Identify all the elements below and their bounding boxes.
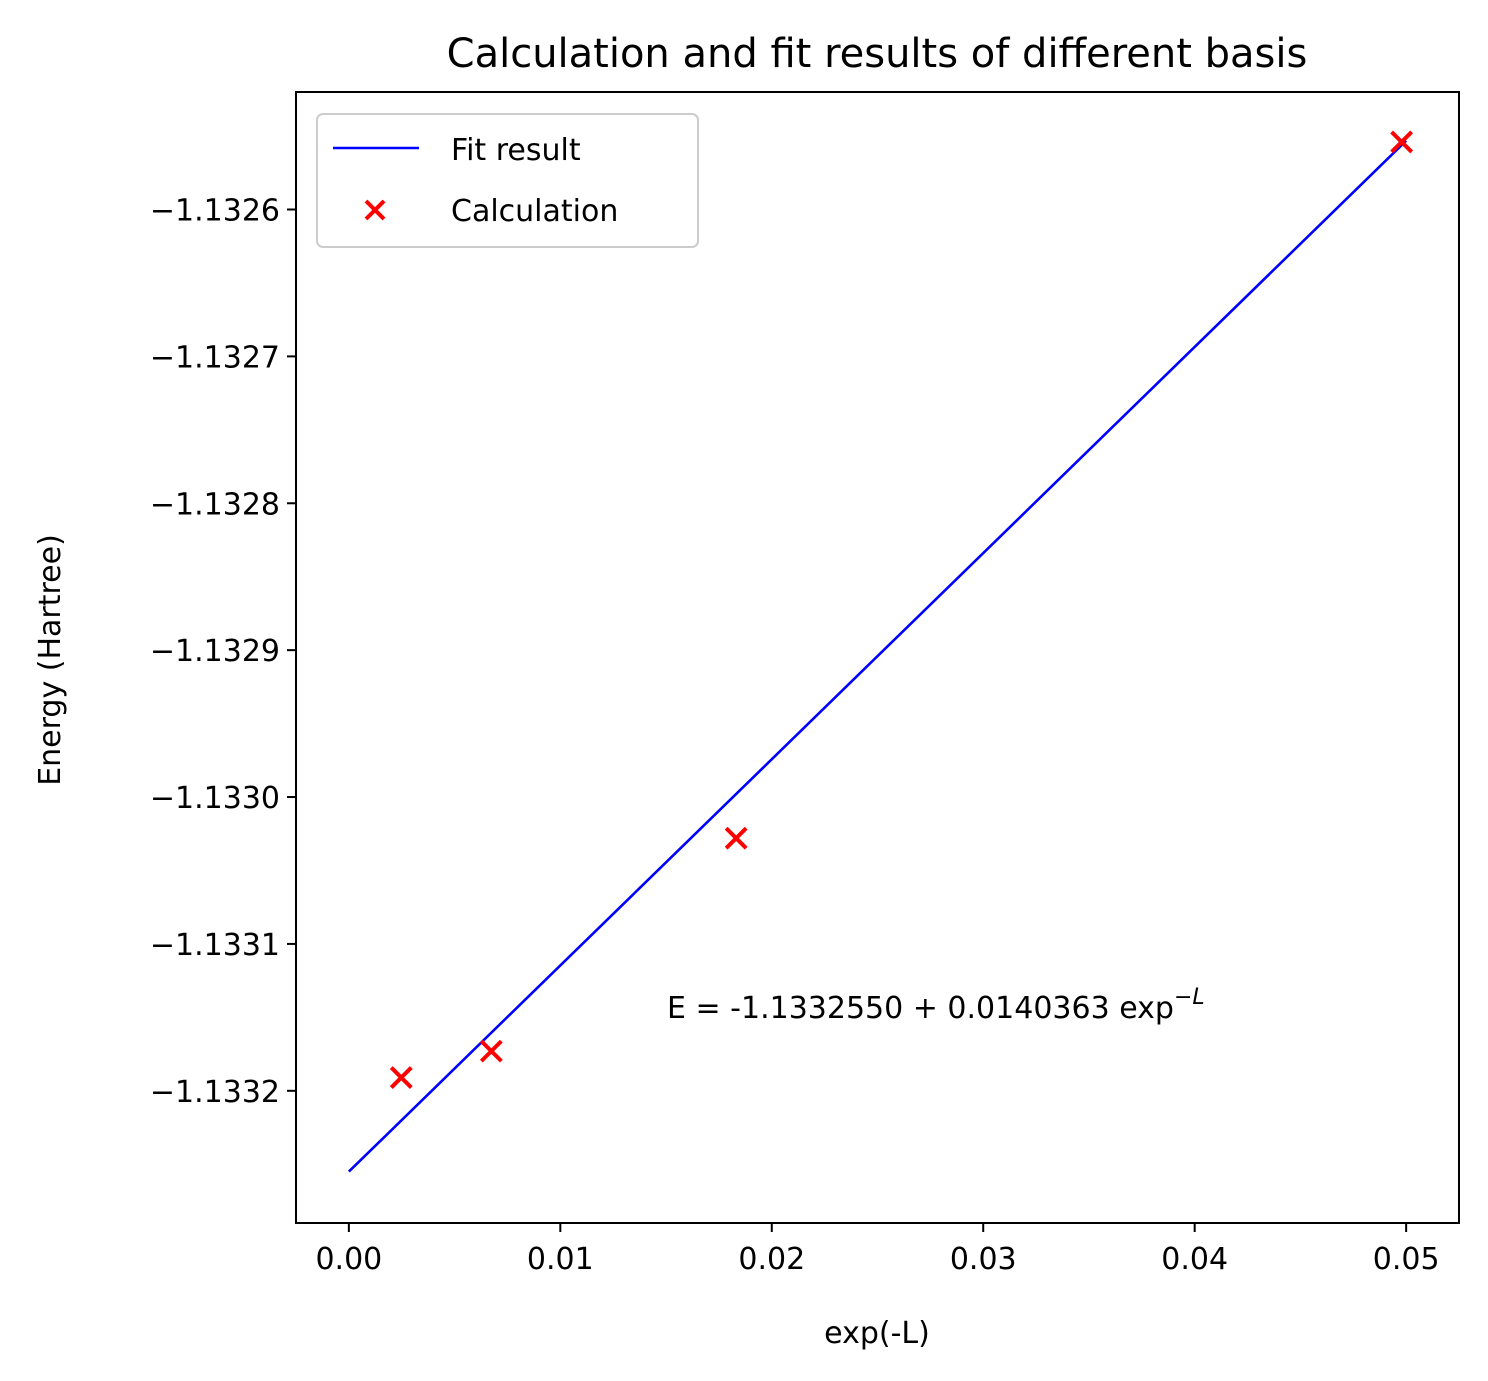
x-axis-ticks: 0.00 0.01 0.02 0.03 0.04 0.05 (315, 1223, 1440, 1277)
calculation-point (389, 1066, 413, 1089)
fit-result-line (347, 139, 1408, 1173)
plot-frame (295, 91, 1460, 1224)
y-tick-label: −1.1331 (150, 928, 280, 963)
calculation-point (724, 826, 748, 850)
fit-equation-text: E = -1.1332550 + 0.0140363 exp (667, 991, 1174, 1026)
y-tick-label: −1.1326 (150, 194, 280, 229)
calculation-point (479, 1039, 503, 1063)
x-tick-label: 0.04 (1161, 1242, 1228, 1277)
x-axis-label: exp(-L) (824, 1316, 930, 1351)
y-axis-ticks: −1.1326 −1.1327 −1.1328 −1.1329 −1.1330 −1.13… (150, 194, 296, 1110)
fit-equation-superscript: −L (1174, 985, 1205, 1010)
y-tick-label: −1.1327 (150, 340, 280, 375)
calculation-point (1390, 130, 1414, 154)
legend: Fit result Calculation (316, 113, 699, 248)
y-tick-label: −1.1329 (150, 634, 280, 669)
plot-area (347, 130, 1414, 1173)
x-tick-label: 0.00 (315, 1242, 382, 1277)
legend-calculation-label: Calculation (451, 194, 618, 229)
x-tick-label: 0.03 (950, 1242, 1017, 1277)
chart-title: Calculation and fit results of different… (447, 31, 1308, 77)
y-tick-label: −1.1332 (150, 1075, 280, 1110)
y-axis-label: Energy (Hartree) (33, 534, 68, 786)
x-tick-label: 0.05 (1373, 1242, 1440, 1277)
calculation-points (389, 130, 1414, 1089)
x-tick-label: 0.01 (527, 1242, 594, 1277)
x-tick-label: 0.02 (738, 1242, 805, 1277)
legend-calculation-marker (364, 199, 386, 221)
y-tick-label: −1.1330 (150, 781, 280, 816)
fit-equation-annotation: E = -1.1332550 + 0.0140363 exp−L (667, 985, 1205, 1026)
y-tick-label: −1.1328 (150, 487, 280, 522)
legend-fit-result-label: Fit result (451, 133, 581, 168)
